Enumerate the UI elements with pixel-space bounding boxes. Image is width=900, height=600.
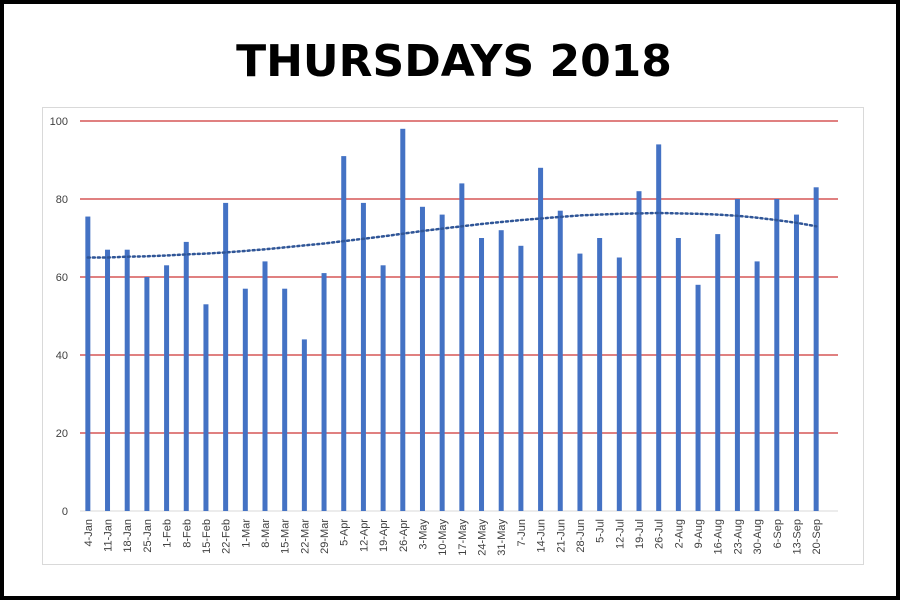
x-tick-label: 29-Mar <box>319 519 331 554</box>
x-tick-label: 15-Mar <box>280 519 292 554</box>
bar <box>813 187 819 512</box>
trendline <box>86 211 818 259</box>
bar <box>498 230 504 511</box>
bar <box>774 199 780 511</box>
bar <box>105 249 111 511</box>
bar <box>380 265 386 511</box>
bar <box>636 191 642 511</box>
x-tick-label: 2-Aug <box>673 519 685 548</box>
bar <box>597 238 603 511</box>
x-tick-label: 8-Mar <box>260 519 272 548</box>
bar <box>223 202 229 511</box>
bar <box>616 257 622 511</box>
bar <box>734 199 740 511</box>
y-tick-label: 40 <box>56 350 68 362</box>
bar <box>301 339 307 511</box>
x-tick-label: 24-May <box>477 519 489 556</box>
x-tick-label: 6-Sep <box>772 519 784 548</box>
x-tick-label: 10-May <box>437 519 449 556</box>
bar <box>459 183 465 511</box>
x-tick-label: 8-Feb <box>181 519 193 548</box>
x-tick-label: 22-Mar <box>299 519 311 554</box>
x-tick-label: 21-Jun <box>555 519 567 553</box>
y-tick-label: 60 <box>56 272 68 284</box>
x-tick-label: 13-Sep <box>791 519 803 554</box>
x-tick-label: 17-May <box>457 519 469 556</box>
bar <box>675 238 681 511</box>
chart-title: THURSDAYS 2018 <box>236 36 672 87</box>
bar <box>203 304 209 511</box>
x-tick-label: 31-May <box>496 519 508 556</box>
x-tick-label: 12-Jul <box>614 519 626 549</box>
bar <box>164 265 170 511</box>
x-tick-label: 26-Apr <box>398 519 410 552</box>
y-tick-label: 20 <box>56 428 68 440</box>
bar <box>183 241 189 511</box>
bar <box>282 288 288 511</box>
x-tick-label: 30-Aug <box>752 519 764 554</box>
x-tick-label: 26-Jul <box>654 519 666 549</box>
x-tick-label: 25-Jan <box>142 519 154 553</box>
bar <box>557 210 563 511</box>
chart-area: 0 20 40 60 80 100 4-Jan 11-Jan 18-Jan 25-Jan 1-Feb… <box>42 107 864 565</box>
x-tick-label: 19-Jul <box>634 519 646 549</box>
y-tick-label: 0 <box>62 506 68 518</box>
x-tick-label: 5-Apr <box>339 519 351 546</box>
y-tick-label: 100 <box>50 116 68 128</box>
bar <box>360 202 366 511</box>
x-tick-label: 11-Jan <box>103 519 115 552</box>
bar-chart: 0 20 40 60 80 100 4-Jan 11-Jan 18-Jan 25-Jan 1-Feb… <box>50 116 838 556</box>
x-tick-label: 4-Jan <box>83 519 95 547</box>
x-tick-label: 16-Aug <box>713 519 725 554</box>
x-tick-label: 7-Jun <box>516 519 528 547</box>
bar <box>479 238 485 511</box>
bar <box>518 245 524 512</box>
bar <box>656 144 662 511</box>
x-tick-label: 15-Feb <box>201 519 213 554</box>
bar <box>793 214 799 511</box>
bar <box>262 261 268 511</box>
bar <box>715 234 721 511</box>
x-tick-label: 12-Apr <box>358 519 370 552</box>
bar <box>754 261 760 511</box>
x-tick-label: 3-May <box>417 519 429 550</box>
x-tick-label: 14-Jun <box>536 519 548 553</box>
bar <box>85 216 91 512</box>
x-tick-label: 20-Sep <box>811 519 823 554</box>
x-tick-label: 5-Jul <box>595 519 607 543</box>
bar <box>419 206 425 512</box>
bar <box>400 128 406 512</box>
x-tick-label: 23-Aug <box>732 519 744 554</box>
x-tick-label: 1-Mar <box>240 519 252 548</box>
x-tick-label: 28-Jun <box>575 519 587 553</box>
y-tick-label: 80 <box>56 194 68 206</box>
x-tick-label: 19-Apr <box>378 519 390 552</box>
bar <box>577 253 583 511</box>
bar <box>538 167 544 512</box>
bar <box>124 249 130 511</box>
x-tick-label: 18-Jan <box>122 519 134 553</box>
x-tick-label: 22-Feb <box>221 519 233 554</box>
bar <box>144 277 150 511</box>
bar <box>341 156 347 511</box>
bar <box>695 284 701 511</box>
x-tick-label: 9-Aug <box>693 519 705 548</box>
x-tick-label: 1-Feb <box>162 519 174 548</box>
bar <box>242 288 248 511</box>
bar <box>439 214 445 511</box>
bar <box>321 273 327 511</box>
